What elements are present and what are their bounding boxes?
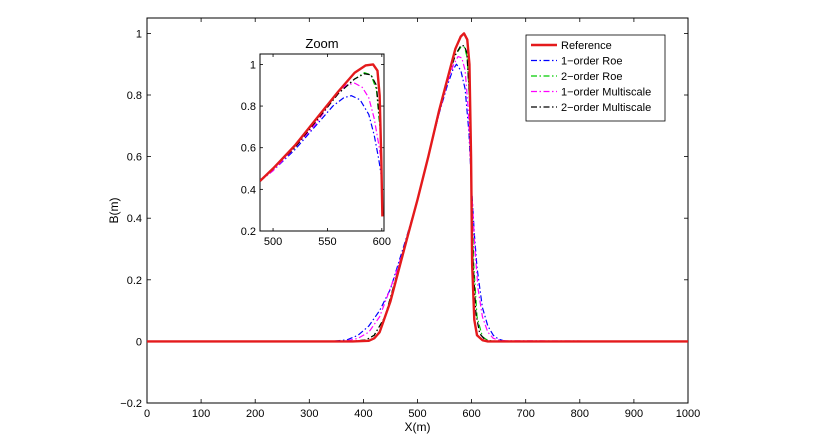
- x-tick-label: 800: [571, 408, 589, 420]
- inset-x-tick-label: 500: [264, 236, 282, 248]
- inset-series-line-1-order-roe: [260, 95, 383, 182]
- legend-entry-label: 1−order Roe: [561, 56, 622, 68]
- inset-x-tick-label: 600: [373, 236, 391, 248]
- inset-y-tick-label: 0.6: [241, 143, 256, 155]
- inset-y-tick-label: 0.4: [241, 184, 256, 196]
- y-tick-label: 0.8: [127, 90, 142, 102]
- x-tick-label: 600: [462, 408, 480, 420]
- inset-y-tick-label: 1: [250, 59, 256, 71]
- y-tick-label: 0.4: [127, 213, 142, 225]
- x-tick-label: 1000: [676, 408, 700, 420]
- x-tick-label: 500: [408, 408, 426, 420]
- series-line-1-order-multiscale: [147, 55, 689, 342]
- legend-entry-label: 1−order Multiscale: [561, 87, 651, 99]
- legend-entry-label: 2−order Roe: [561, 71, 622, 83]
- x-tick-label: 400: [354, 408, 372, 420]
- x-tick-label: 700: [517, 408, 535, 420]
- series-line-1-order-roe: [147, 63, 688, 342]
- y-tick-label: 1: [136, 28, 142, 40]
- inset-x-tick-label: 550: [318, 236, 336, 248]
- inset-series-line-reference: [260, 63, 384, 217]
- legend-entry-label: 2−order Multiscale: [561, 102, 651, 114]
- x-tick-label: 300: [300, 408, 318, 420]
- legend-entry-label: Reference: [561, 40, 612, 52]
- x-tick-label: 200: [246, 408, 264, 420]
- inset-y-tick-label: 0.2: [241, 226, 256, 238]
- x-axis-label: X(m): [405, 420, 431, 434]
- inset-y-tick-label: 0.8: [241, 101, 256, 113]
- inset-title: Zoom: [305, 36, 338, 51]
- series-line-2-order-multiscale: [147, 45, 688, 342]
- y-tick-label: −0.2: [120, 398, 142, 410]
- series-line-reference: [147, 32, 688, 343]
- x-tick-label: 0: [144, 408, 150, 420]
- x-tick-label: 100: [192, 408, 210, 420]
- y-tick-label: 0.6: [127, 152, 142, 164]
- y-axis-label: B(m): [107, 198, 121, 224]
- y-tick-label: 0: [136, 336, 142, 348]
- y-tick-label: 0.2: [127, 275, 142, 287]
- inset-zoom-panel: Zoom 500 550 600 0.2 0.4 0.6 0.8 1: [241, 36, 391, 248]
- inset-frame: [259, 53, 385, 232]
- x-tick-label: 900: [625, 408, 643, 420]
